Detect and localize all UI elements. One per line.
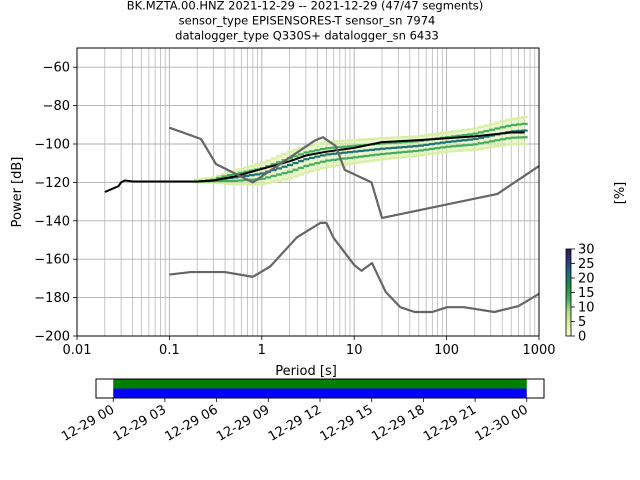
x-tick-label: 0.01: [63, 343, 92, 358]
colorbar-tick-label: 0: [578, 330, 586, 345]
axis-ticks: 0.01 0.1 1 10 100 1000 −200 −180 −160 −140 −120 −10…: [34, 61, 555, 358]
series-noise-model-high: [169, 126, 540, 220]
colorbar-tick-label: 10: [578, 301, 595, 316]
y-tick-label: −140: [34, 214, 70, 229]
psd-axes: 0.01 0.1 1 10 100 1000 −200 −180 −160 −140 −120 −10…: [34, 47, 556, 358]
y-tick-label: −120: [34, 176, 70, 191]
x-tick-label: 100: [434, 343, 459, 358]
series-mean-psd: [104, 131, 525, 193]
y-tick-label: −180: [34, 291, 70, 306]
colorbar-gradient: [566, 249, 571, 336]
x-tick-label: 10: [346, 343, 363, 358]
x-tick-label: 1: [258, 343, 266, 358]
timeline-bar: [113, 379, 527, 389]
colorbar-tick-label: 30: [578, 243, 595, 258]
y-tick-label: −200: [34, 330, 70, 345]
plot-frame: [76, 47, 540, 337]
colorbar-tick-label: 25: [578, 257, 595, 272]
colorbar-tick-label: 20: [578, 272, 595, 287]
title-line-3: datalogger_type Q330S+ datalogger_sn 643…: [175, 29, 439, 43]
x-tick-label: 1000: [522, 343, 555, 358]
y-axis-label: Power [dB]: [10, 157, 25, 228]
colorbar-tick-label: 5: [578, 315, 586, 330]
y-tick-label: −160: [34, 253, 70, 268]
timeline-bar: [113, 388, 527, 398]
x-tick-label: 0.1: [159, 343, 180, 358]
title-line-1: BK.MZTA.00.HNZ 2021-12-29 -- 2021-12-29 …: [127, 0, 484, 13]
x-axis-label: Period [s]: [275, 364, 337, 379]
title-line-2: sensor_type EPISENSORES-T sensor_sn 7974: [179, 14, 436, 28]
series-noise-model-low: [169, 221, 540, 314]
y-tick-label: −60: [43, 61, 70, 76]
series-layer: [104, 126, 540, 314]
timeline-bars: [113, 379, 527, 398]
y-tick-label: −80: [43, 99, 70, 114]
y-tick-label: −100: [34, 138, 70, 153]
colorbar-label: [%]: [613, 182, 628, 205]
colorbar-tick-label: 15: [578, 286, 595, 301]
